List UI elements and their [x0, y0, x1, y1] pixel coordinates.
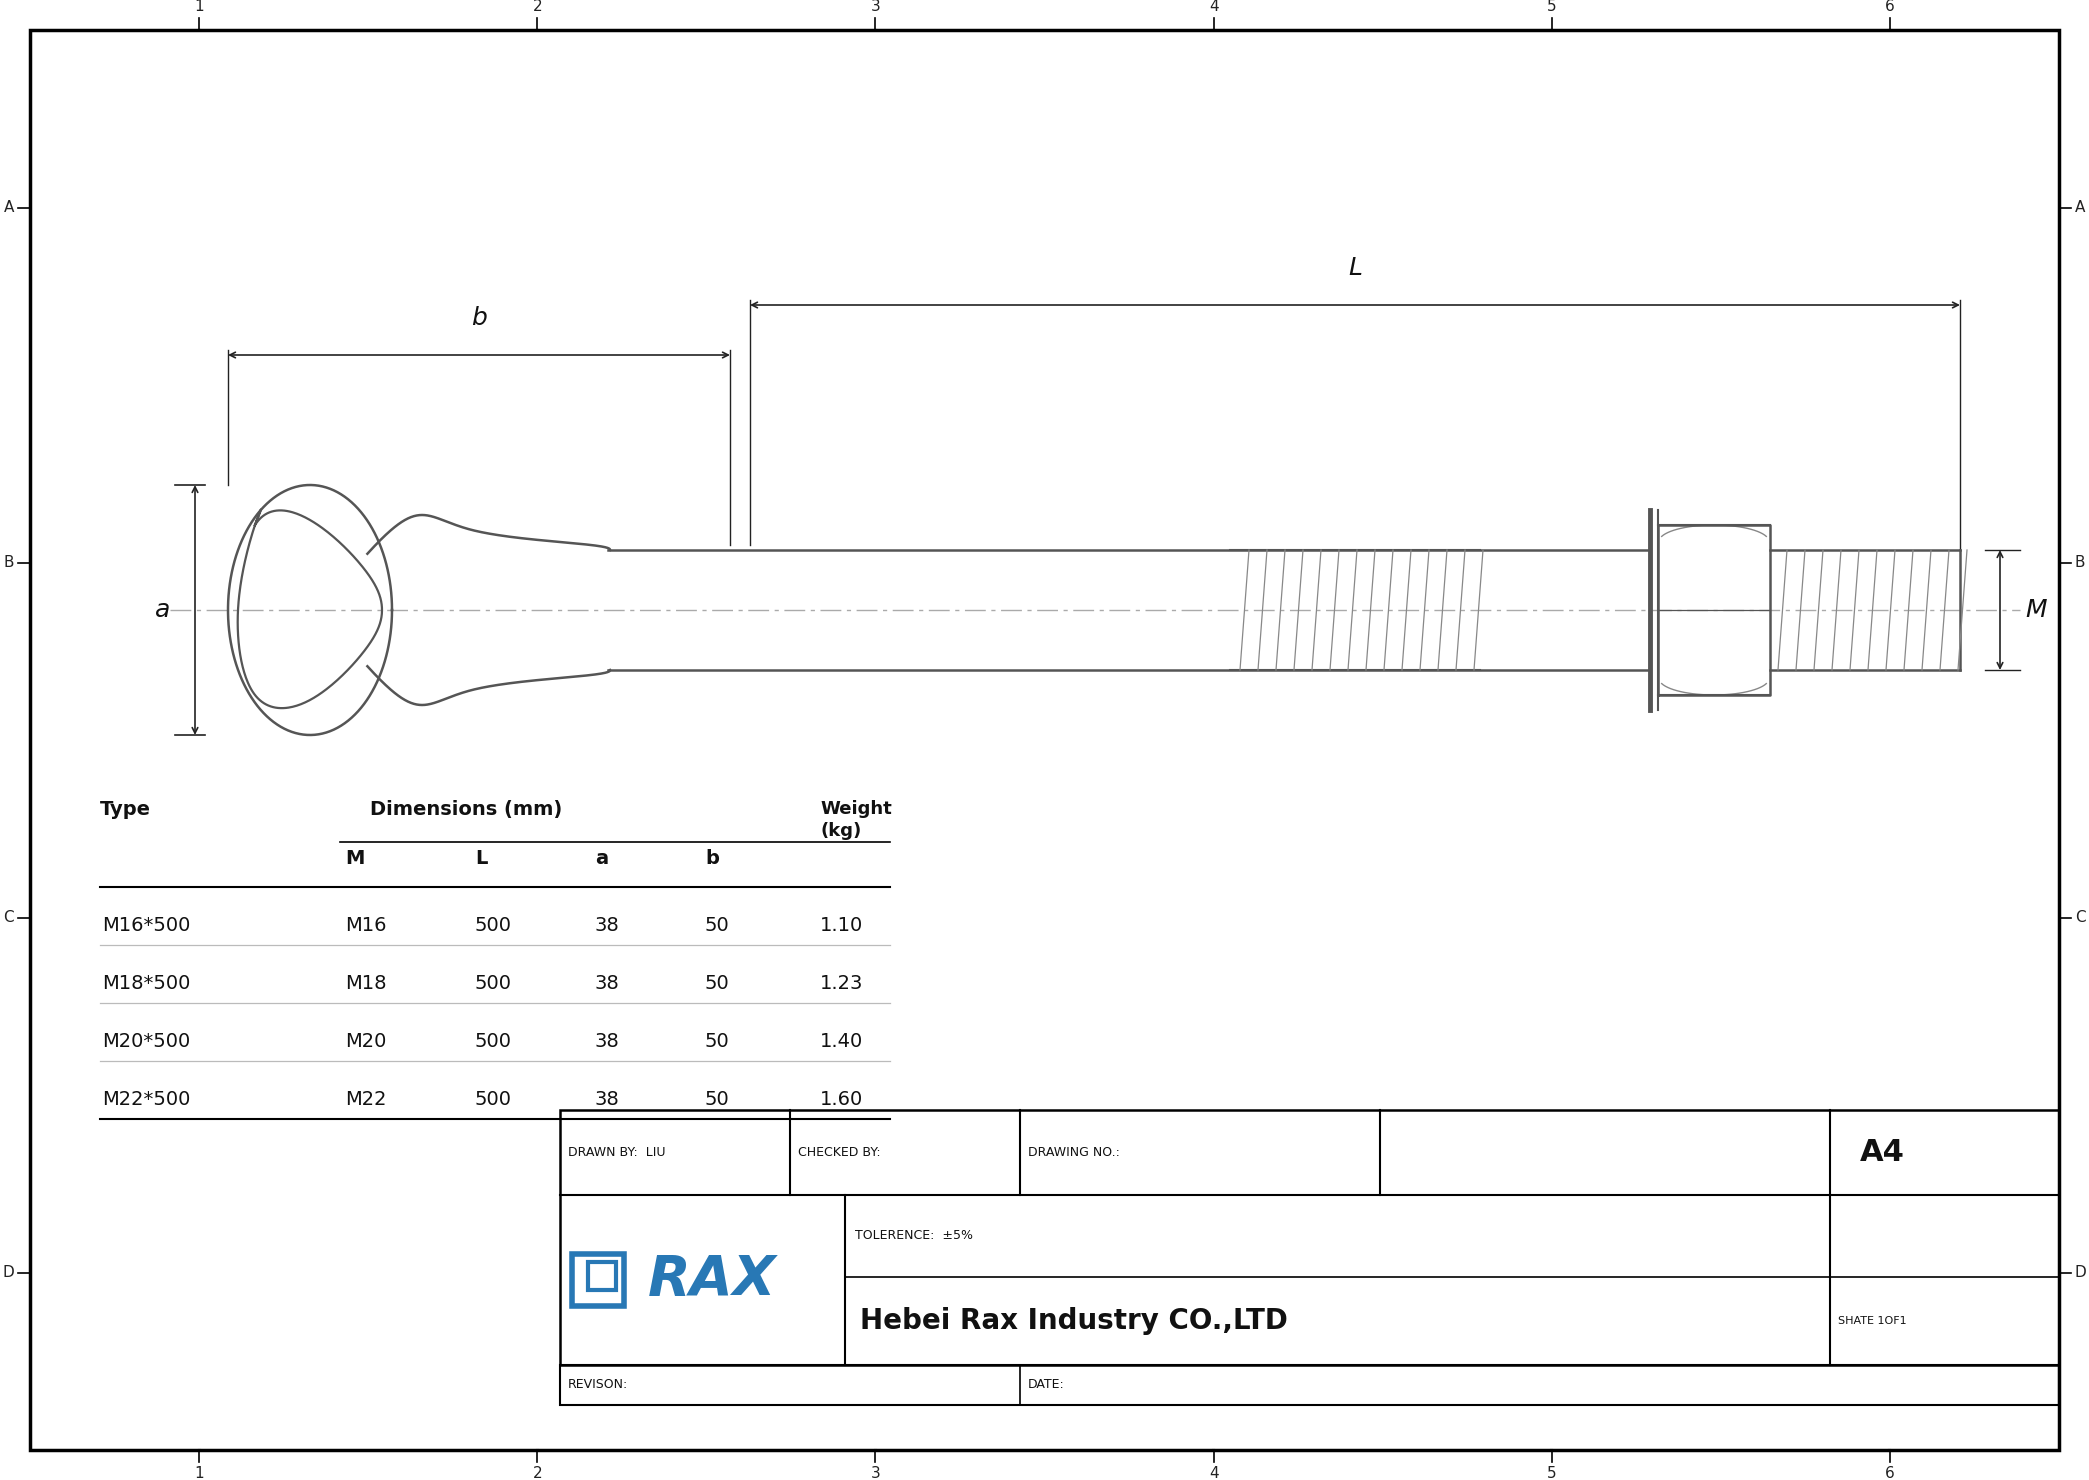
Text: D: D [2074, 1265, 2087, 1280]
Text: L: L [474, 850, 487, 869]
Text: M20: M20 [345, 1032, 386, 1051]
Text: L: L [1347, 256, 1362, 280]
Text: A: A [2074, 200, 2085, 215]
Text: REVISON:: REVISON: [568, 1378, 629, 1391]
Text: 500: 500 [474, 916, 512, 935]
Text: Dimensions (mm): Dimensions (mm) [370, 801, 562, 818]
Text: B: B [4, 555, 15, 570]
Text: TOLERENCE:  ±5%: TOLERENCE: ±5% [854, 1230, 973, 1242]
Text: 1: 1 [194, 0, 205, 13]
Text: M18*500: M18*500 [102, 974, 190, 993]
Text: 50: 50 [704, 974, 729, 993]
Text: 6: 6 [1884, 0, 1895, 13]
Text: 5: 5 [1548, 1467, 1556, 1480]
Text: a: a [595, 850, 608, 869]
Bar [560, 1365, 2060, 1405]
Text: 500: 500 [474, 974, 512, 993]
Text: M20*500: M20*500 [102, 1032, 190, 1051]
Text: M18: M18 [345, 974, 386, 993]
Text: 1.40: 1.40 [821, 1032, 863, 1051]
Text: a: a [155, 598, 169, 622]
Text: C: C [4, 910, 15, 925]
Text: CHECKED BY:: CHECKED BY: [798, 1146, 882, 1159]
Text: 3: 3 [871, 1467, 879, 1480]
Text: DRAWN BY:  LIU: DRAWN BY: LIU [568, 1146, 666, 1159]
Text: DATE:: DATE: [1028, 1378, 1065, 1391]
Text: 3: 3 [871, 0, 879, 13]
Text: A4: A4 [1859, 1138, 1905, 1168]
Text: B: B [2074, 555, 2085, 570]
Text: 500: 500 [474, 1032, 512, 1051]
Text: 1.10: 1.10 [821, 916, 863, 935]
Text: SHATE 1OF1: SHATE 1OF1 [1838, 1316, 1907, 1326]
Text: 38: 38 [595, 974, 620, 993]
Bar [587, 1262, 616, 1291]
Text: M22: M22 [345, 1089, 386, 1109]
Bar [560, 1110, 2060, 1365]
Text: A: A [4, 200, 15, 215]
Text: b: b [704, 850, 719, 869]
Text: 38: 38 [595, 1089, 620, 1109]
Text: 2: 2 [533, 0, 541, 13]
Text: 38: 38 [595, 1032, 620, 1051]
Text: b: b [470, 306, 487, 330]
Bar [572, 1254, 623, 1305]
Text: 500: 500 [474, 1089, 512, 1109]
Text: M16*500: M16*500 [102, 916, 190, 935]
Text: 50: 50 [704, 1032, 729, 1051]
Text: 5: 5 [1548, 0, 1556, 13]
Text: M22*500: M22*500 [102, 1089, 190, 1109]
Text: DRAWING NO.:: DRAWING NO.: [1028, 1146, 1120, 1159]
Text: 50: 50 [704, 1089, 729, 1109]
Text: 6: 6 [1884, 1467, 1895, 1480]
Text: M: M [345, 850, 363, 869]
Text: C: C [2074, 910, 2085, 925]
Text: 50: 50 [704, 916, 729, 935]
Text: 38: 38 [595, 916, 620, 935]
Text: 4: 4 [1210, 1467, 1218, 1480]
Text: RAX: RAX [648, 1254, 777, 1307]
Text: 1: 1 [194, 1467, 205, 1480]
Text: 2: 2 [533, 1467, 541, 1480]
Text: M16: M16 [345, 916, 386, 935]
Text: Weight
(kg): Weight (kg) [821, 801, 892, 841]
Text: D: D [2, 1265, 15, 1280]
Text: Type: Type [100, 801, 150, 818]
Text: Hebei Rax Industry CO.,LTD: Hebei Rax Industry CO.,LTD [861, 1307, 1289, 1335]
Text: 1.60: 1.60 [821, 1089, 863, 1109]
Text: 4: 4 [1210, 0, 1218, 13]
Text: M: M [2024, 598, 2047, 622]
Text: 1.23: 1.23 [821, 974, 863, 993]
